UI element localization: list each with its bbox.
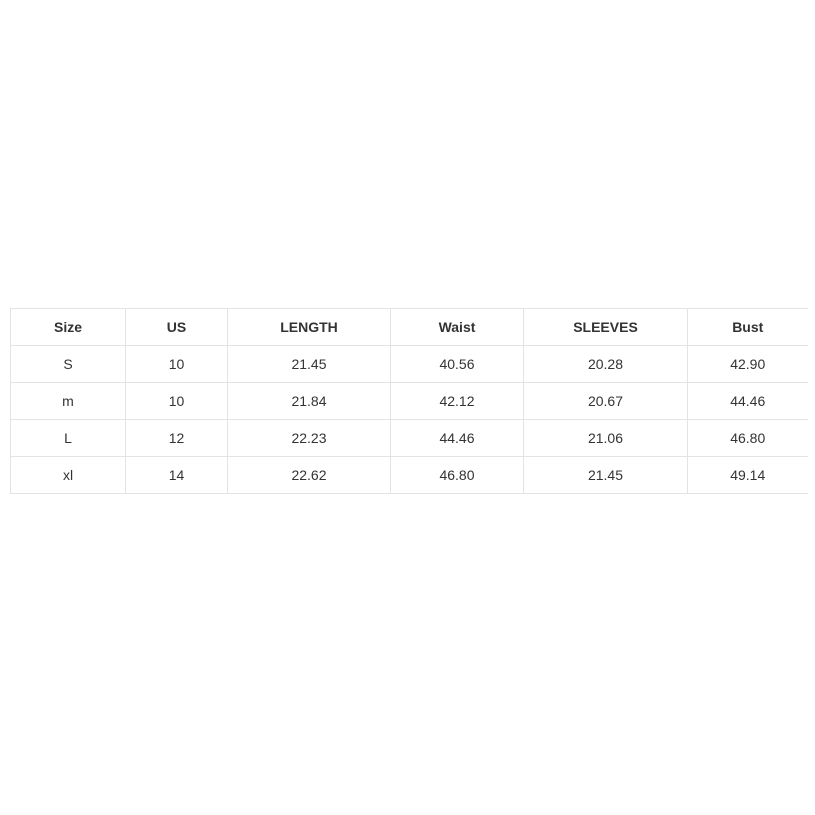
cell-bust: 46.80 — [687, 419, 808, 457]
cell-us: 14 — [125, 456, 228, 494]
column-header-size: Size — [10, 308, 126, 346]
cell-bust: 44.46 — [687, 382, 808, 420]
cell-us: 10 — [125, 345, 228, 383]
cell-sleeves: 21.45 — [523, 456, 688, 494]
cell-bust: 42.90 — [687, 345, 808, 383]
column-header-bust: Bust — [687, 308, 808, 346]
header-row: Size US LENGTH Waist SLEEVES Bust — [10, 308, 808, 346]
cell-waist: 44.46 — [390, 419, 524, 457]
cell-waist: 40.56 — [390, 345, 524, 383]
cell-sleeves: 21.06 — [523, 419, 688, 457]
cell-size: m — [10, 382, 126, 420]
cell-us: 10 — [125, 382, 228, 420]
cell-sleeves: 20.28 — [523, 345, 688, 383]
cell-size: L — [10, 419, 126, 457]
column-header-us: US — [125, 308, 228, 346]
cell-length: 21.45 — [227, 345, 391, 383]
table-row-l: L 12 22.23 44.46 21.06 46.80 — [10, 419, 808, 457]
column-header-waist: Waist — [390, 308, 524, 346]
cell-waist: 42.12 — [390, 382, 524, 420]
column-header-length: LENGTH — [227, 308, 391, 346]
table-row-s: S 10 21.45 40.56 20.28 42.90 — [10, 345, 808, 383]
cell-size: S — [10, 345, 126, 383]
table-row-xl: xl 14 22.62 46.80 21.45 49.14 — [10, 456, 808, 494]
table-row-m: m 10 21.84 42.12 20.67 44.46 — [10, 382, 808, 420]
cell-length: 22.62 — [227, 456, 391, 494]
cell-sleeves: 20.67 — [523, 382, 688, 420]
cell-size: xl — [10, 456, 126, 494]
cell-waist: 46.80 — [390, 456, 524, 494]
cell-length: 21.84 — [227, 382, 391, 420]
cell-length: 22.23 — [227, 419, 391, 457]
cell-us: 12 — [125, 419, 228, 457]
cell-bust: 49.14 — [687, 456, 808, 494]
size-chart-table: Size US LENGTH Waist SLEEVES Bust S 10 2… — [10, 308, 808, 494]
column-header-sleeves: SLEEVES — [523, 308, 688, 346]
